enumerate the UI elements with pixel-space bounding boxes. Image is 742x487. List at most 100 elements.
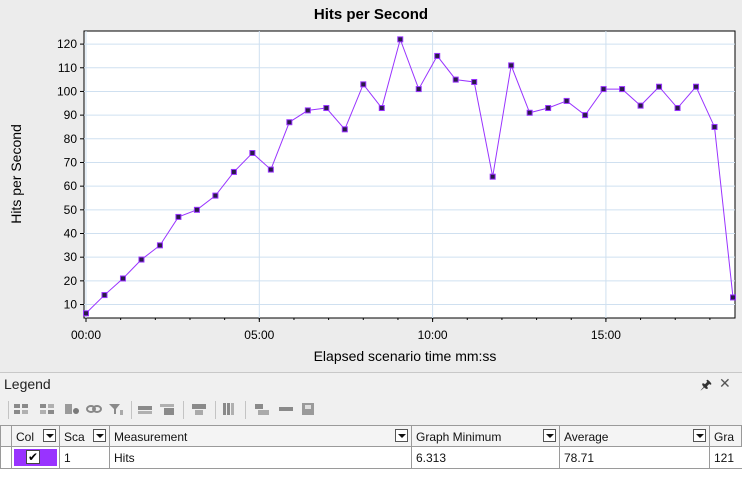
legend-header: Legend 🖈︎ ✕: [0, 373, 742, 395]
series-hits: [83, 36, 736, 317]
filter-icon[interactable]: [108, 402, 124, 416]
data-point: [119, 275, 126, 282]
y-axis-label: Hits per Second: [8, 124, 24, 224]
y-tick-label: 40: [64, 227, 78, 241]
column-header-label: Measurement: [114, 430, 188, 444]
y-tick-labels: 10 20 30 40 50 60 70 80 90 100 110 120: [57, 37, 84, 312]
column-header-graph-minimum[interactable]: Graph Minimum: [412, 425, 560, 447]
legend-panel: Legend 🖈︎ ✕ Col Sca Measuremen: [0, 372, 742, 487]
link-icon[interactable]: [86, 402, 102, 416]
y-tick-label: 30: [64, 250, 78, 264]
measurement-value: Hits: [114, 451, 135, 465]
data-point: [674, 105, 681, 112]
y-tick-label: 120: [57, 37, 77, 51]
x-tick-label: 15:00: [591, 328, 621, 342]
legend-toolbar: [0, 397, 742, 423]
collapse-icon[interactable]: [278, 402, 294, 416]
data-point: [637, 102, 644, 109]
visibility-checkbox[interactable]: ✔: [26, 450, 40, 464]
x-tick-label: 10:00: [418, 328, 448, 342]
series-color-swatch[interactable]: ✔: [14, 449, 57, 466]
y-tick-label: 20: [64, 274, 78, 288]
data-point: [323, 105, 330, 112]
data-point: [304, 107, 311, 114]
data-point: [138, 256, 145, 263]
series-color-cell[interactable]: ✔: [12, 447, 60, 469]
column-header-measurement[interactable]: Measurement: [110, 425, 412, 447]
data-point: [360, 81, 367, 88]
export-icon[interactable]: [254, 402, 270, 416]
y-tick-label: 100: [57, 84, 77, 98]
column-header-scale[interactable]: Sca: [60, 425, 110, 447]
chevron-down-icon[interactable]: [543, 429, 556, 442]
series-line-hits: [85, 37, 734, 314]
data-point: [693, 83, 700, 90]
configure-icon[interactable]: [191, 402, 207, 416]
data-point: [563, 97, 570, 104]
x-tick-label: 05:00: [244, 328, 274, 342]
graph-minimum-cell: 6.313: [412, 447, 560, 469]
data-point: [452, 76, 459, 83]
data-point: [156, 242, 163, 249]
y-tick-label: 70: [64, 155, 78, 169]
x-tick-labels: 00:00 05:00 10:00 15:00: [71, 318, 711, 342]
show-all-icon[interactable]: [13, 402, 29, 416]
column-header-label: Gra: [714, 430, 735, 444]
move-up-icon[interactable]: [137, 402, 153, 416]
data-point: [378, 105, 385, 112]
toolbar-separator: [131, 401, 132, 419]
chevron-down-icon[interactable]: [93, 429, 106, 442]
data-point: [656, 83, 663, 90]
columns-icon[interactable]: [222, 402, 238, 416]
plot-area: [83, 30, 736, 319]
data-point: [175, 213, 182, 220]
chart-title: Hits per Second: [314, 6, 428, 23]
column-header-label: Col: [16, 430, 35, 444]
show-selected-icon[interactable]: [39, 402, 55, 416]
y-tick-label: 90: [64, 108, 78, 122]
data-point: [711, 123, 718, 130]
column-header-graph-maximum[interactable]: Gra: [710, 425, 742, 447]
data-point: [286, 119, 293, 126]
y-tick-label: 80: [64, 132, 78, 146]
data-point: [619, 86, 626, 93]
column-header-label: Graph Minimum: [416, 430, 502, 444]
y-tick-label: 110: [58, 61, 77, 75]
close-icon[interactable]: ✕: [719, 375, 731, 391]
measurement-cell: Hits: [110, 447, 412, 469]
grid-lines: [84, 31, 735, 318]
column-header-average[interactable]: Average: [560, 425, 710, 447]
data-point: [489, 173, 496, 180]
chevron-down-icon[interactable]: [693, 429, 706, 442]
chevron-down-icon[interactable]: [395, 429, 408, 442]
data-point: [600, 86, 607, 93]
data-point: [471, 78, 478, 85]
move-down-icon[interactable]: [159, 402, 175, 416]
chevron-down-icon[interactable]: [43, 429, 56, 442]
scale-value: 1: [64, 451, 71, 465]
data-point: [230, 168, 237, 175]
data-point: [415, 86, 422, 93]
hide-icon[interactable]: [64, 402, 80, 416]
save-icon[interactable]: [300, 402, 316, 416]
data-point: [193, 206, 200, 213]
average-cell: 78.71: [560, 447, 710, 469]
toolbar-separator: [183, 401, 184, 419]
data-point: [545, 105, 552, 112]
toolbar-separator: [215, 401, 216, 419]
legend-table: Col Sca Measurement Graph Minimum Averag…: [0, 425, 742, 487]
row-selector[interactable]: [0, 447, 12, 469]
data-point: [730, 294, 736, 301]
data-point: [101, 292, 108, 299]
hits-per-second-chart: Hits per Second Hits per Second Elapsed …: [8, 6, 736, 364]
column-header-color[interactable]: Col: [12, 425, 60, 447]
y-tick-label: 50: [64, 203, 78, 217]
graph-maximum-cell: 121: [710, 447, 742, 469]
toolbar-separator: [8, 401, 9, 419]
row-selector-header[interactable]: [0, 425, 12, 447]
data-point: [508, 62, 515, 69]
y-tick-label: 60: [64, 179, 78, 193]
scale-cell: 1: [60, 447, 110, 469]
pin-icon[interactable]: 🖈︎: [700, 377, 713, 392]
data-point: [212, 192, 219, 199]
